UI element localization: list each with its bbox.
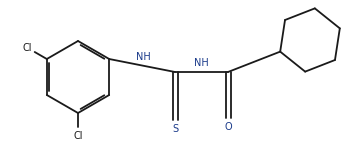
- Text: O: O: [224, 122, 232, 132]
- Text: NH: NH: [136, 51, 150, 61]
- Text: Cl: Cl: [73, 131, 83, 141]
- Text: NH: NH: [194, 58, 209, 68]
- Text: S: S: [172, 124, 178, 134]
- Text: Cl: Cl: [22, 42, 32, 53]
